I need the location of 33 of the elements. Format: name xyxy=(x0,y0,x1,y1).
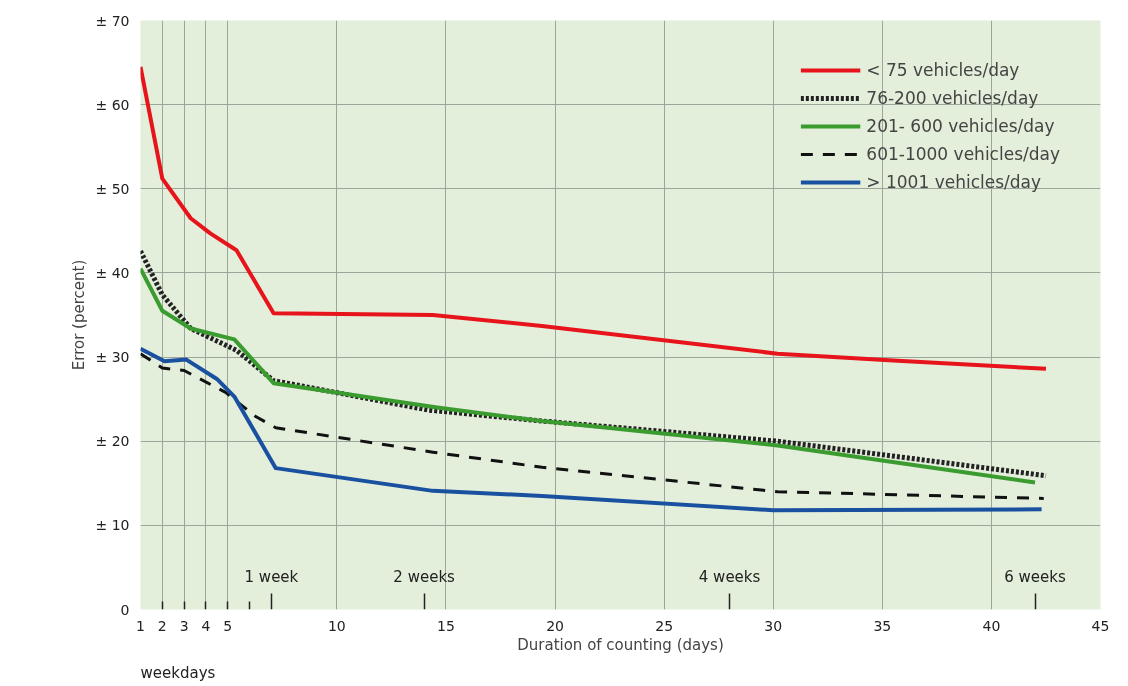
x-tick-label: 45 xyxy=(1091,617,1110,634)
y-tick-label: ± 30 xyxy=(95,349,130,366)
x2-tick-label: 2 weeks xyxy=(393,567,456,586)
legend-label: 601-1000 vehicles/day xyxy=(866,144,1060,164)
x-tick-label: 35 xyxy=(873,617,892,634)
y-tick-label: ± 50 xyxy=(95,180,130,197)
x-tick-label: 20 xyxy=(546,617,564,634)
x-tick-label: 30 xyxy=(764,617,783,634)
x-axis-title: Duration of counting (days) xyxy=(517,635,724,654)
x2-tick-label: 4 weeks xyxy=(698,567,761,586)
legend-label: < 75 vehicles/day xyxy=(866,60,1020,80)
x-tick-label: 4 xyxy=(201,617,211,634)
legend-label: 76-200 vehicles/day xyxy=(866,88,1039,108)
x2-tick-label: 1 week xyxy=(244,567,299,586)
x-tick-label: 3 xyxy=(179,617,189,634)
x-tick-label: 10 xyxy=(327,617,346,634)
x-tick-label: 15 xyxy=(437,617,455,634)
x-tick-label: 2 xyxy=(157,617,167,634)
x-tick-label: 40 xyxy=(982,617,1001,634)
y-tick-label: ± 70 xyxy=(95,12,130,29)
legend-label: 201- 600 vehicles/day xyxy=(866,116,1055,136)
x2-tick-label: 6 weeks xyxy=(1004,567,1066,586)
text: weekdays xyxy=(140,663,216,682)
y-tick-label: ± 20 xyxy=(95,433,130,450)
y-tick-label: ± 60 xyxy=(95,96,130,113)
x-tick-label: 5 xyxy=(223,617,233,634)
x-tick-label: 25 xyxy=(655,617,674,634)
y-axis-title: Error (percent) xyxy=(69,259,88,371)
legend-label: > 1001 vehicles/day xyxy=(866,172,1042,192)
y-tick-label: 0 xyxy=(120,601,130,618)
y-tick-label: ± 10 xyxy=(95,517,130,534)
x-tick-label: 1 xyxy=(136,617,145,634)
y-tick-label: ± 40 xyxy=(95,264,130,281)
